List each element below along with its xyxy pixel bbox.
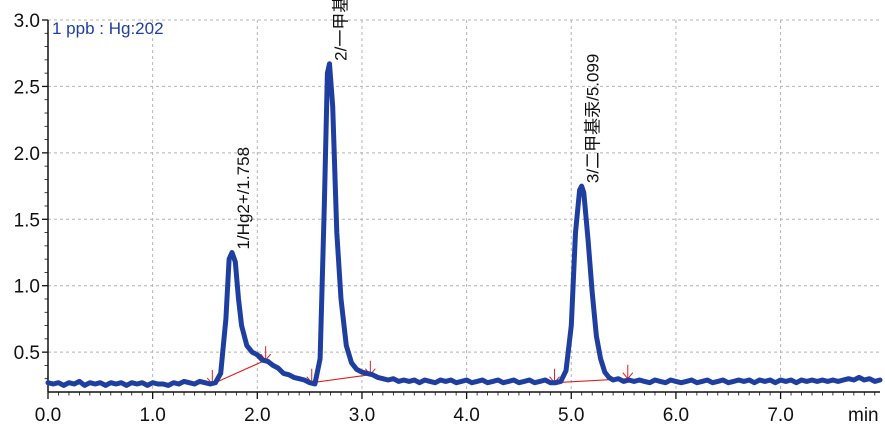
series — [45, 61, 883, 388]
peak-label: 1/Hg2+/1.758 — [234, 147, 253, 250]
x-unit-label: min — [848, 405, 879, 426]
x-tick-label: 2.0 — [244, 405, 270, 426]
y-tick-label: 2.0 — [14, 144, 40, 165]
y-tick-label: 1.5 — [14, 210, 40, 231]
integration-baseline — [212, 359, 266, 385]
x-tick-label: 7.0 — [767, 405, 793, 426]
x-tick-label: 4.0 — [453, 405, 479, 426]
chart-title: 1 ppb : Hg:202 — [52, 19, 164, 38]
peak-label: 3/二甲基汞/5.099 — [584, 54, 603, 183]
grid — [48, 19, 880, 392]
x-tick-label: 6.0 — [663, 405, 689, 426]
y-tick-label: 0.5 — [14, 343, 40, 364]
y-tick-label: 3.0 — [14, 11, 40, 32]
axes — [47, 20, 880, 393]
x-tick-label: 0.0 — [35, 405, 61, 426]
baseline-marker — [622, 364, 634, 380]
axis-ticks: 0.0 1.0 2.0 3.0 4.0 5.0 6.0 7.0 0.5 1.0 1.5 2.0 2.5 3… — [14, 11, 876, 426]
integration-baseline — [311, 374, 371, 384]
y-tick-label: 1.0 — [14, 277, 40, 298]
peak-labels: 1/Hg2+/1.758 2/一甲基汞/2.690 3/二甲基汞/5.099 — [234, 0, 603, 250]
y-tick-label: 2.5 — [14, 77, 40, 98]
series-line — [45, 61, 883, 388]
x-tick-label: 3.0 — [349, 405, 375, 426]
peak-label: 2/一甲基汞/2.690 — [332, 0, 351, 61]
x-tick-label: 1.0 — [139, 405, 165, 426]
x-tick-label: 5.0 — [558, 405, 584, 426]
